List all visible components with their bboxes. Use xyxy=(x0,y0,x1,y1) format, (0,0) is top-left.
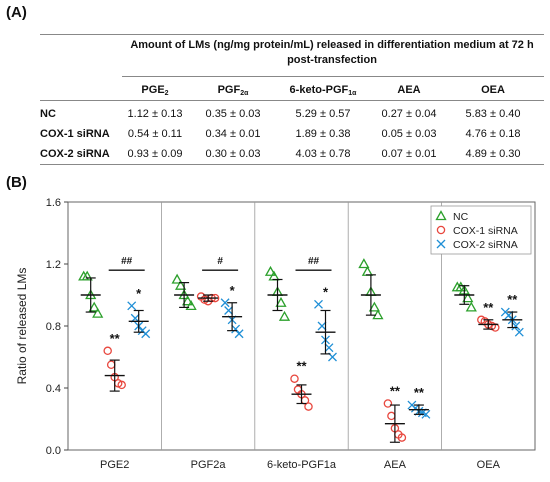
data-point-nc xyxy=(361,265,374,276)
data-point-nc xyxy=(181,295,194,306)
data-point-cox-1-sirna xyxy=(304,402,313,411)
data-point-nc xyxy=(92,307,104,318)
table-row-label: COX-1 siRNA xyxy=(40,128,110,140)
significance-marker: * xyxy=(230,283,236,298)
x-category-label: 6-keto-PGF1a xyxy=(267,459,337,471)
data-point-cox-1-sirna xyxy=(103,346,112,356)
table-cell: 0.30 ± 0.03 xyxy=(205,148,261,160)
data-point-nc xyxy=(275,296,287,307)
data-point-cox-2-sirna xyxy=(224,306,234,315)
table-cell: 0.54 ± 0.11 xyxy=(127,128,183,140)
data-point-cox-2-sirna xyxy=(220,298,230,308)
data-point-cox-2-sirna xyxy=(141,329,151,339)
table-caption: Amount of LMs (ng/mg protein/mL) release… xyxy=(130,39,534,66)
data-point-nc xyxy=(358,258,370,269)
data-point-nc xyxy=(171,273,183,284)
data-point-nc xyxy=(462,292,474,303)
data-point-nc xyxy=(88,301,100,312)
table-cell: 4.89 ± 0.30 xyxy=(465,148,521,160)
x-category-label: AEA xyxy=(384,459,407,471)
x-category-label: PGE2 xyxy=(100,459,129,471)
table-bottom-rule xyxy=(40,164,544,165)
data-point-cox-1-sirna xyxy=(383,399,393,408)
y-tick-label: 0.8 xyxy=(46,321,61,333)
significance-marker: ** xyxy=(110,331,121,346)
table-top-rule xyxy=(40,34,544,35)
significance-marker: * xyxy=(323,284,329,299)
significance-marker: ** xyxy=(507,292,518,307)
panel-a-label: (A) xyxy=(6,4,27,21)
comparison-marker: # xyxy=(217,256,223,267)
data-point-cox-2-sirna xyxy=(231,324,241,334)
table-caption-rule xyxy=(122,76,544,77)
table-column-header: AEA xyxy=(397,84,421,96)
y-tick-label: 0.4 xyxy=(46,383,61,395)
data-point-nc xyxy=(174,279,187,290)
significance-marker: ** xyxy=(483,300,494,315)
data-point-cox-1-sirna xyxy=(106,360,116,369)
table-row-label: NC xyxy=(40,108,56,120)
table-cell: 0.05 ± 0.03 xyxy=(381,128,437,140)
y-tick-label: 1.6 xyxy=(46,197,61,209)
table-column-header: 6-keto-PGF1α xyxy=(289,84,357,97)
table-cell: 1.12 ± 0.13 xyxy=(127,108,183,120)
data-point-cox-1-sirna xyxy=(117,380,126,390)
comparison-marker: ## xyxy=(308,256,320,267)
table-cell: 1.89 ± 0.38 xyxy=(295,128,351,140)
significance-marker: ** xyxy=(414,385,425,400)
data-point-cox-2-sirna xyxy=(511,321,521,331)
data-point-nc xyxy=(81,270,93,281)
legend-marker xyxy=(435,210,447,221)
table-cell: 0.34 ± 0.01 xyxy=(205,128,261,140)
y-axis-label: Ratio of released LMs xyxy=(15,268,29,385)
table-cell: 5.83 ± 0.40 xyxy=(465,108,521,120)
table-column-header: OEA xyxy=(481,84,505,96)
table-cell: 0.27 ± 0.04 xyxy=(381,108,437,120)
table-cell: 0.07 ± 0.01 xyxy=(381,148,437,160)
table-cell: 0.93 ± 0.09 xyxy=(127,148,183,160)
data-point-cox-1-sirna xyxy=(290,374,299,383)
table-cell: 0.35 ± 0.03 xyxy=(205,108,261,120)
significance-marker: * xyxy=(136,286,142,301)
significance-marker: ** xyxy=(296,359,307,374)
data-point-nc xyxy=(465,301,477,312)
legend-label: COX-1 siRNA xyxy=(453,225,518,237)
table-column-header: PGE2 xyxy=(141,84,169,97)
table-cell: 4.76 ± 0.18 xyxy=(465,128,521,140)
data-point-nc xyxy=(264,265,277,276)
x-category-label: PGF2a xyxy=(191,459,227,471)
data-point-cox-1-sirna xyxy=(387,411,396,421)
data-point-cox-2-sirna xyxy=(314,299,323,309)
legend-label: NC xyxy=(453,211,469,223)
panel-b-label: (B) xyxy=(6,174,27,191)
data-point-cox-2-sirna xyxy=(317,321,327,331)
comparison-marker: ## xyxy=(121,256,133,267)
table-row-label: COX-2 siRNA xyxy=(40,148,110,160)
table-cell: 5.29 ± 0.57 xyxy=(295,108,351,120)
data-point-nc xyxy=(278,310,291,321)
data-point-nc xyxy=(185,300,197,310)
data-point-cox-2-sirna xyxy=(127,301,137,311)
legend-label: COX-2 siRNA xyxy=(453,239,518,251)
data-point-cox-2-sirna xyxy=(421,409,431,419)
data-point-nc xyxy=(368,301,381,312)
data-point-cox-2-sirna xyxy=(324,343,334,353)
data-point-cox-2-sirna xyxy=(514,327,524,337)
legend-marker xyxy=(436,225,446,235)
significance-marker: ** xyxy=(390,384,401,399)
ratio-scatter-chart: 0.0 0.4 0.8 1.2 1.6 Ratio of released LMs PGE2… xyxy=(15,197,536,471)
table-header-rule xyxy=(40,100,544,101)
y-tick-label: 0.0 xyxy=(46,445,61,457)
legend-box xyxy=(430,205,532,255)
legend-marker xyxy=(436,239,446,249)
x-category-label: OEA xyxy=(477,459,501,471)
table-cell: 4.03 ± 0.78 xyxy=(295,148,351,160)
y-tick-label: 1.2 xyxy=(46,259,61,271)
data-point-cox-1-sirna xyxy=(397,433,407,442)
table-column-header: PGF2α xyxy=(217,84,249,97)
